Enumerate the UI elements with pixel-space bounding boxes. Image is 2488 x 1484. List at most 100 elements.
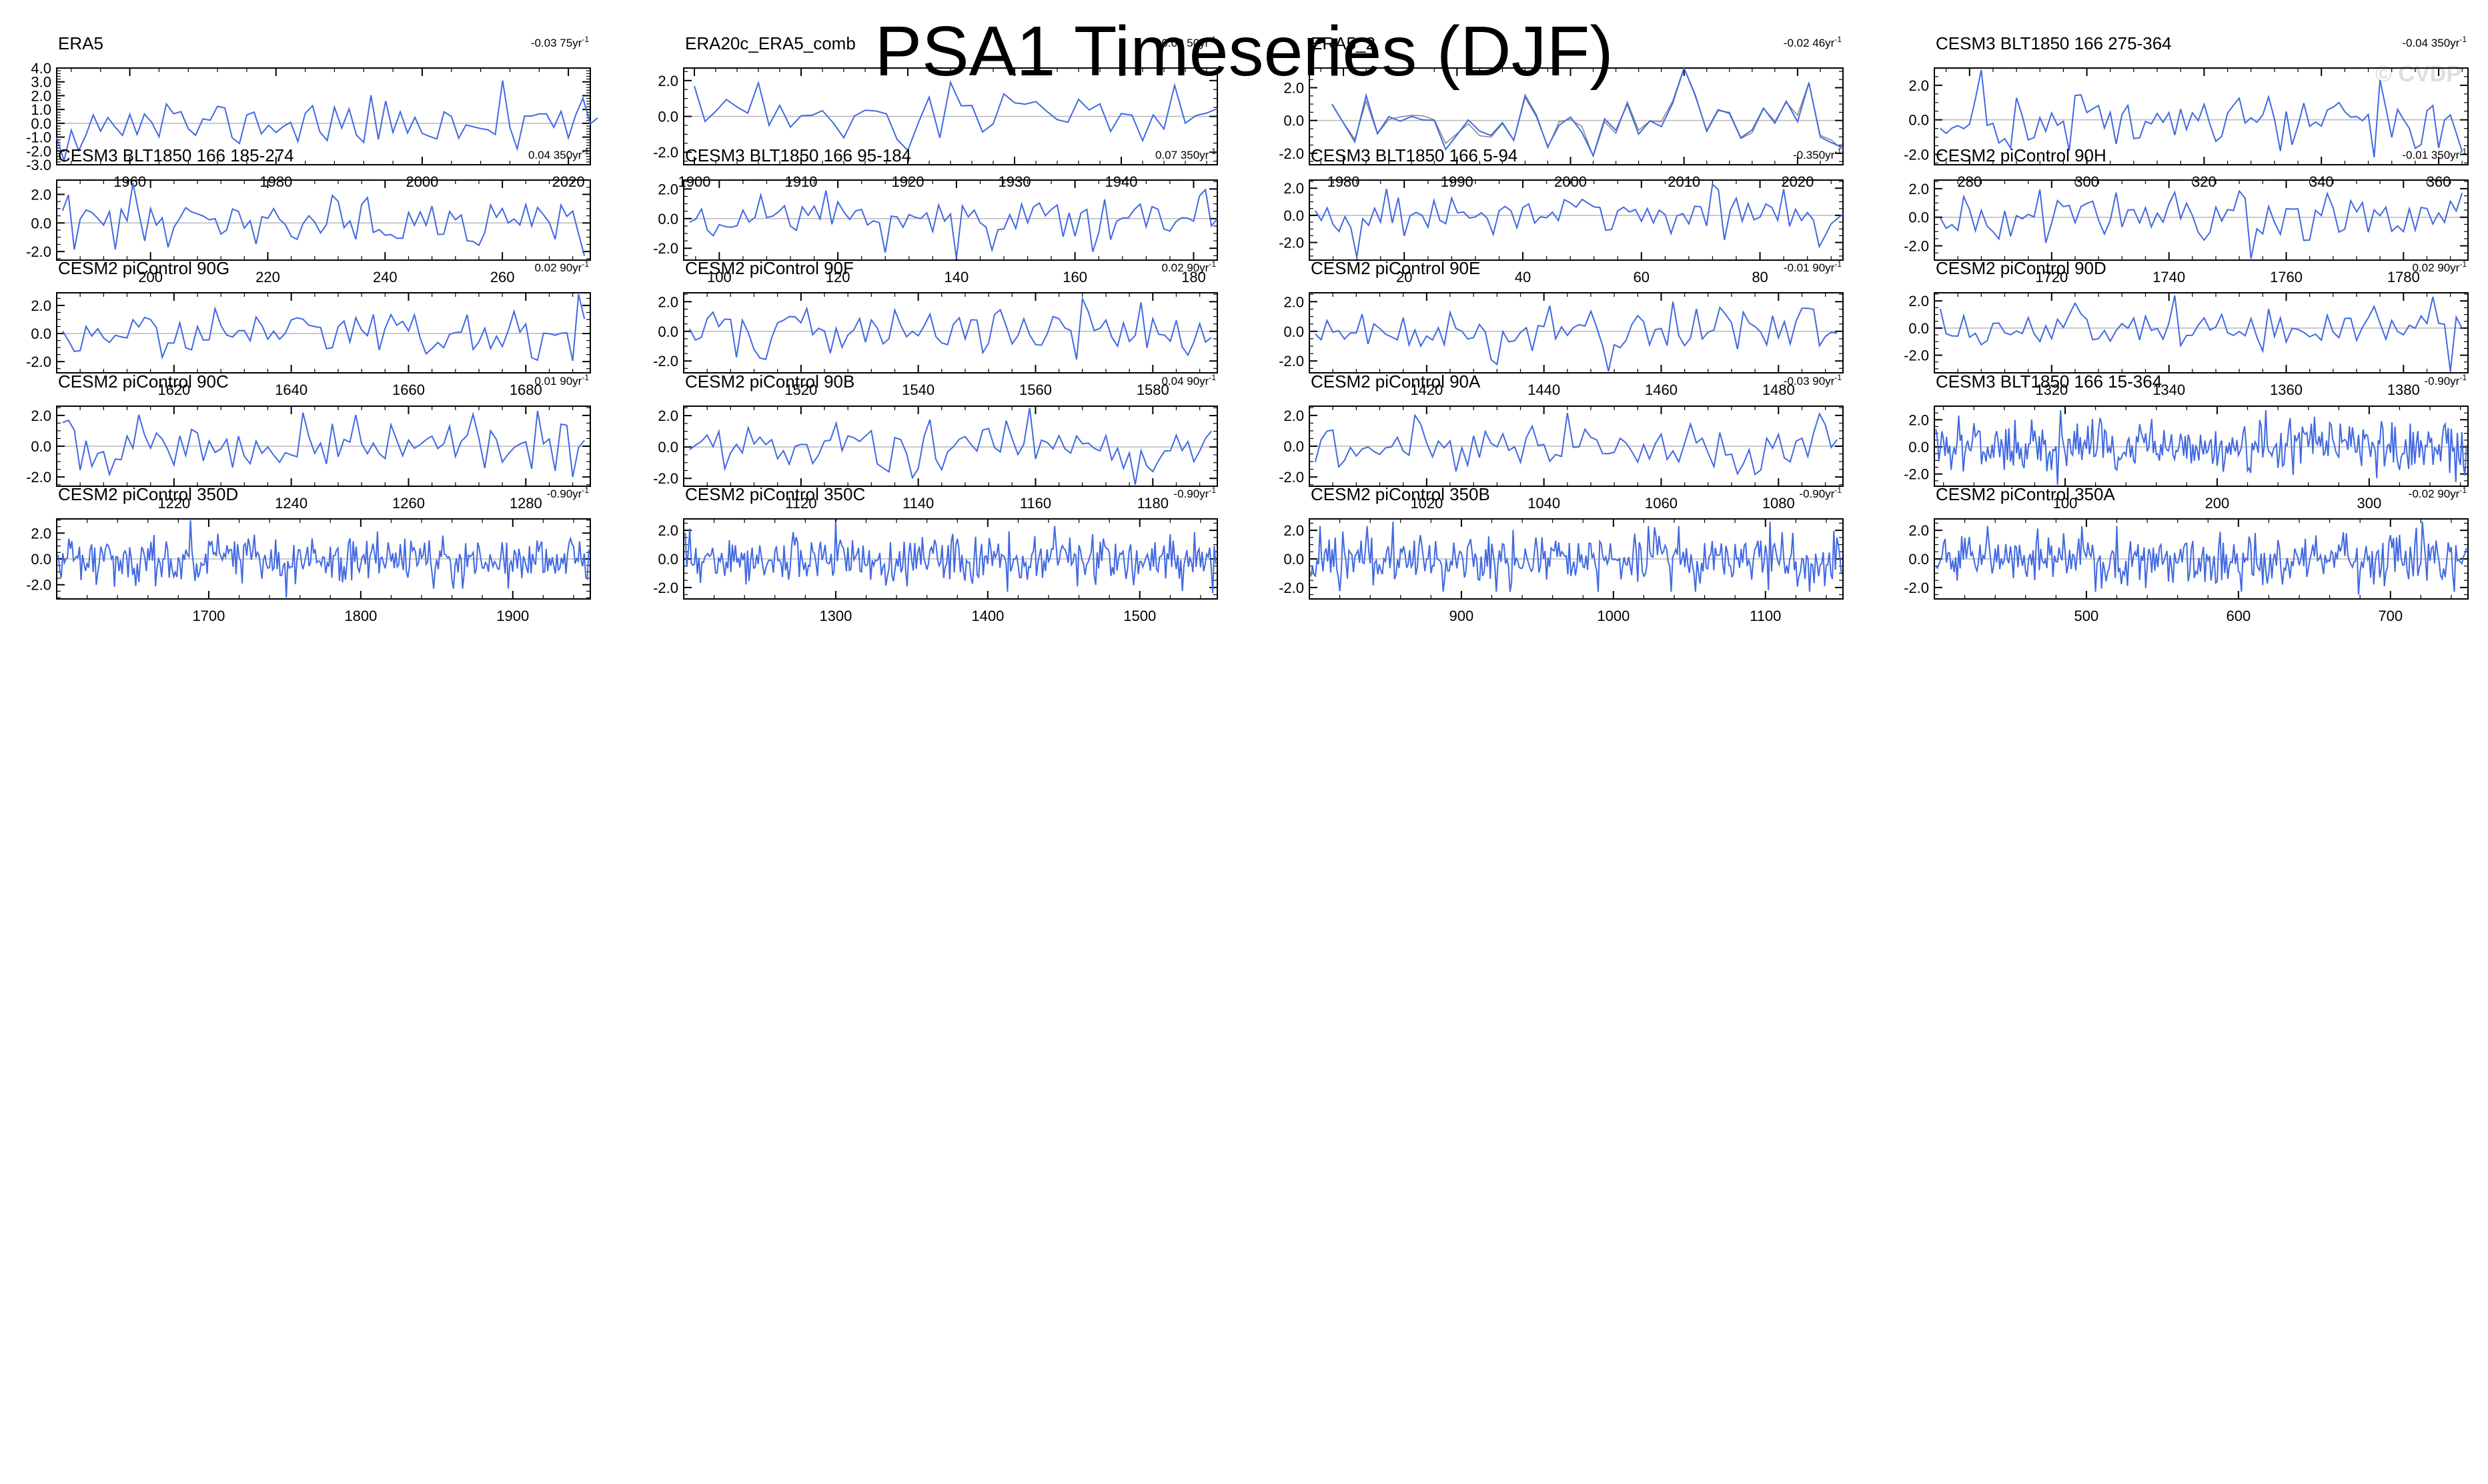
panel-trend: -0.90yr-1	[1799, 486, 1842, 500]
panel-trend: 0.02 90yr-1	[2412, 259, 2467, 274]
y-tick-label: -3.0	[26, 157, 51, 173]
x-tick-label: 280	[1957, 173, 1982, 190]
x-tick-label: 2000	[406, 173, 438, 190]
panel-trend-exponent: -1	[1834, 35, 1842, 44]
panel-trend: 0.02 90yr-1	[1161, 259, 1216, 274]
series-line	[689, 188, 1218, 259]
x-tick-label: 100	[2053, 495, 2078, 512]
x-tick-label: 1340	[2152, 382, 2185, 398]
x-tick-label: 1700	[192, 608, 225, 624]
x-tick-label: 1990	[1441, 173, 1473, 190]
x-tick-label: 2020	[552, 173, 585, 190]
panel-title: CESM2 piControl 350B	[1311, 484, 1490, 504]
panel-trend-exponent: -1	[582, 147, 589, 156]
y-tick-label: 2.0	[31, 87, 51, 104]
panel-trend-exponent: -1	[1834, 373, 1842, 382]
panel-frame	[683, 406, 1218, 487]
panel-trend-exponent: -1	[582, 259, 589, 269]
series-line	[684, 522, 1217, 594]
y-tick-label: -2.0	[1279, 580, 1304, 596]
series-line	[1935, 522, 2467, 595]
y-tick-label: 0.0	[31, 115, 51, 132]
x-tick-label: 1240	[275, 495, 307, 512]
overlay-series-line	[1331, 66, 1844, 158]
panel-title: CESM2 piControl 90A	[1311, 372, 1481, 392]
x-tick-label: 1520	[784, 382, 817, 398]
y-tick-label: 0.0	[1908, 320, 1929, 337]
panel-trend: -0.90yr-1	[2424, 373, 2467, 388]
series-line	[61, 183, 586, 256]
y-tick-label: 0.0	[658, 439, 678, 456]
panel-trend-exponent: -1	[2459, 486, 2467, 495]
x-tick-label: 1400	[971, 608, 1004, 624]
y-tick-label: 2.0	[31, 525, 51, 542]
y-tick-label: -2.0	[653, 240, 678, 257]
x-tick-label: 300	[2357, 495, 2381, 512]
x-tick-label: 1980	[259, 173, 292, 190]
timeseries-panel: CESM3 BLT1850 166 5-94 -0.350yr-1 2.0 0.0 -2…	[1279, 145, 1844, 285]
x-tick-label: 1910	[785, 173, 818, 190]
panel-title: CESM2 piControl 90G	[58, 258, 229, 278]
panel-trend: -0.350yr-1	[1793, 147, 1842, 161]
x-tick-label: 80	[1752, 269, 1768, 285]
series-line	[1315, 183, 1844, 258]
y-tick-label: 2.0	[658, 522, 678, 539]
panel-trend-exponent: -1	[582, 486, 589, 495]
panel-title: CESM2 piControl 90C	[58, 372, 229, 392]
y-tick-label: 2.0	[658, 408, 678, 424]
timeseries-panel: CESM2 piControl 90D 0.02 90yr-1 2.0 0.0 -2.0…	[1904, 258, 2469, 398]
y-tick-label: 2.0	[1283, 522, 1304, 539]
y-tick-label: -2.0	[26, 577, 51, 594]
panel-trend-exponent: -1	[1834, 486, 1842, 495]
x-tick-label: 1100	[1750, 608, 1781, 624]
series-line	[57, 520, 590, 598]
panel-trend: -0.02 46yr-1	[1784, 35, 1842, 49]
panel-frame	[1934, 67, 2469, 165]
series-line	[1935, 410, 2467, 486]
panel-trend-exponent: -1	[1209, 259, 1216, 269]
x-tick-label: 1060	[1645, 495, 1678, 512]
y-tick-label: 0.0	[1283, 551, 1304, 568]
x-tick-label: 1020	[1410, 495, 1443, 512]
y-tick-label: 0.0	[1283, 113, 1304, 129]
y-tick-label: -2.0	[26, 469, 51, 486]
page-title: PSA1 Timeseries (DJF)	[874, 12, 1614, 91]
x-tick-label: 1640	[275, 382, 307, 398]
x-tick-label: 1780	[2387, 269, 2420, 285]
y-tick-label: -2.0	[1279, 235, 1304, 251]
timeseries-panel: CESM3 BLT1850 166 95-184 0.07 350yr-1 2.0 0…	[653, 145, 1218, 285]
timeseries-panel: CESM2 piControl 90H -0.01 350yr-1 2.0 0.0 -2…	[1904, 145, 2469, 285]
y-tick-label: 0.0	[1908, 209, 1929, 226]
panel-title: CESM3 BLT1850 166 185-274	[58, 145, 294, 165]
x-tick-label: 260	[490, 269, 515, 285]
panel-frame	[1934, 179, 2469, 261]
y-tick-label: 0.0	[1283, 323, 1304, 340]
x-tick-label: 1980	[1327, 173, 1360, 190]
panel-trend: -0.90yr-1	[1173, 486, 1216, 500]
x-tick-label: 1480	[1762, 382, 1795, 398]
x-tick-label: 600	[2226, 608, 2251, 624]
x-tick-label: 500	[2074, 608, 2099, 624]
panel-title: CESM2 piControl 90B	[685, 372, 854, 392]
panel-title: CESM3 BLT1850 166 95-184	[685, 145, 911, 165]
x-tick-label: 200	[2205, 495, 2230, 512]
y-tick-label: -2.0	[653, 580, 678, 596]
y-tick-label: 2.0	[658, 73, 678, 89]
x-tick-label: 1720	[2035, 269, 2068, 285]
timeseries-panel: CESM2 piControl 90E -0.01 90yr-1 2.0 0.0 -2.…	[1279, 258, 1844, 398]
panel-trend: -0.01 350yr-1	[2402, 147, 2467, 161]
x-tick-label: 20	[1396, 269, 1412, 285]
y-tick-label: 2.0	[1908, 77, 1929, 94]
y-tick-label: 0.0	[658, 109, 678, 125]
panel-title: CESM2 piControl 90H	[1936, 145, 2106, 165]
panel-trend: 0.01 90yr-1	[534, 373, 589, 388]
timeseries-panel: CESM2 piControl 350C -0.90yr-1 2.0 0.0 -2.0 1…	[653, 484, 1218, 624]
timeseries-panel: CESM2 piControl 90G 0.02 90yr-1 2.0 0.0 -2.0…	[26, 258, 591, 398]
y-tick-label: -2.0	[26, 143, 51, 159]
panel-trend-exponent: -1	[582, 373, 589, 382]
panel-trend-exponent: -1	[1834, 147, 1842, 156]
x-tick-label: 1320	[2035, 382, 2068, 398]
timeseries-panel: CESM3 BLT1850 166 185-274 0.04 350yr-1 2.0…	[26, 145, 591, 285]
panel-trend: 0.02 90yr-1	[534, 259, 589, 274]
y-tick-label: 0.0	[658, 323, 678, 340]
